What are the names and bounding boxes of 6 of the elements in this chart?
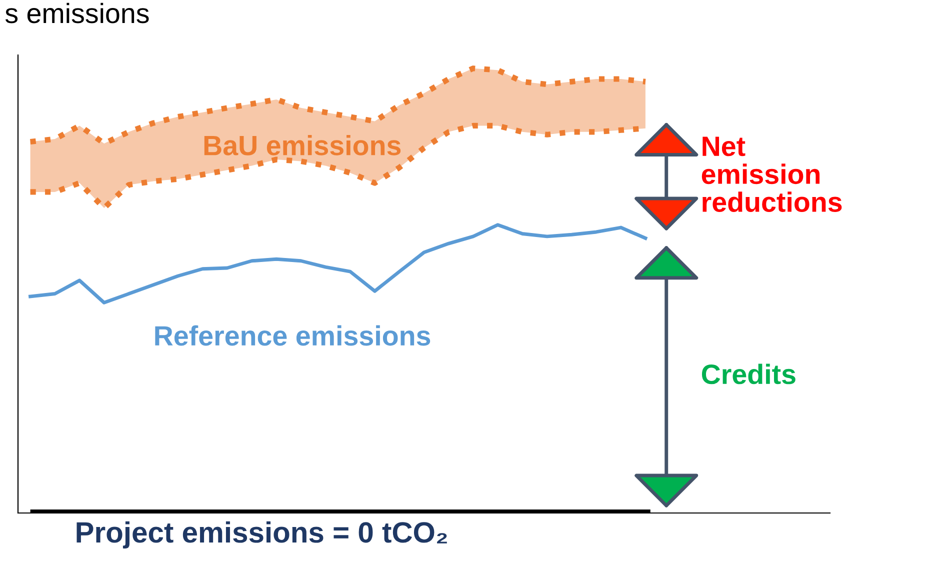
- chart-title: s emissions: [5, 2, 149, 24]
- series-label: BaU emissions: [204, 134, 401, 156]
- text: Net emission reductions: [702, 136, 842, 212]
- x-axis-title: Project emissions = 0 tCO₂: [76, 521, 447, 549]
- text: Credits: [702, 364, 796, 384]
- series-label: Reference emissions: [155, 325, 430, 346]
